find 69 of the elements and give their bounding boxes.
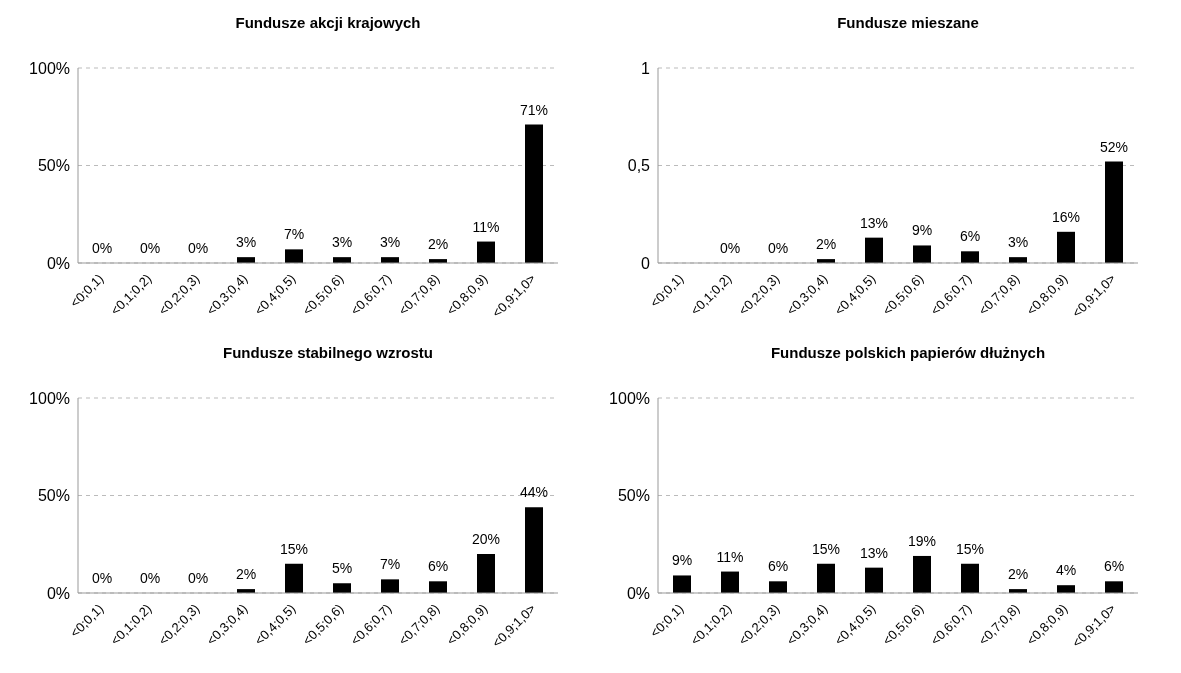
data-label: 6% <box>767 558 789 575</box>
data-label: 0% <box>139 569 161 586</box>
data-label: 15% <box>279 540 309 557</box>
data-label: 0% <box>719 239 741 256</box>
bar <box>913 245 931 263</box>
bar <box>525 124 543 263</box>
data-label: 3% <box>1007 234 1029 251</box>
data-label: 6% <box>427 558 449 575</box>
data-label: 0% <box>187 239 209 256</box>
data-label: 5% <box>331 560 353 577</box>
data-label: 6% <box>959 228 981 245</box>
bar <box>1057 231 1075 263</box>
data-label: 0% <box>187 569 209 586</box>
data-label: 11% <box>716 548 744 565</box>
data-label: 13% <box>859 544 889 561</box>
data-label: 6% <box>1103 558 1125 575</box>
data-label: 19% <box>907 532 937 549</box>
bar <box>285 249 303 263</box>
data-label: 16% <box>1051 208 1081 225</box>
bar <box>429 581 447 593</box>
data-label: 3% <box>379 234 401 251</box>
bar <box>961 251 979 263</box>
data-label: 0% <box>139 239 161 256</box>
bar <box>285 563 303 593</box>
data-label: 3% <box>235 234 257 251</box>
y-tick-label: 0% <box>46 254 70 272</box>
data-label: 2% <box>1007 566 1029 583</box>
data-label: 44% <box>519 484 549 501</box>
data-label: 2% <box>427 236 449 253</box>
data-label: 0% <box>91 569 113 586</box>
data-label: 2% <box>235 566 257 583</box>
bar <box>525 507 543 593</box>
data-label: 71% <box>519 101 549 118</box>
bar <box>381 579 399 593</box>
data-label: 9% <box>671 552 693 569</box>
bar <box>477 241 495 263</box>
chart-title: Fundusze stabilnego wzrostu <box>222 343 434 363</box>
bar <box>333 583 351 593</box>
data-label: 9% <box>911 222 933 239</box>
bar <box>1105 161 1123 263</box>
chart-title: Fundusze mieszane <box>836 13 980 33</box>
data-label: 4% <box>1055 562 1077 579</box>
data-label: 13% <box>859 214 889 231</box>
data-label: 0% <box>91 239 113 256</box>
chart-title: Fundusze polskich papierów dłużnych <box>769 343 1047 363</box>
data-label: 20% <box>471 531 501 547</box>
data-label: 15% <box>955 540 985 557</box>
y-tick-label: 50% <box>617 487 650 505</box>
y-tick-label: 0% <box>626 584 650 602</box>
data-label: 2% <box>815 236 837 253</box>
y-tick-label: 1 <box>641 59 651 77</box>
bar <box>865 237 883 263</box>
y-tick-label: 0,5 <box>627 157 651 175</box>
data-label: 7% <box>283 226 305 243</box>
y-tick-label: 100% <box>609 389 650 407</box>
chart-title: Fundusze akcji krajowych <box>234 13 422 33</box>
y-tick-label: 50% <box>37 157 70 175</box>
data-label: 11% <box>472 218 500 235</box>
data-label: 0% <box>767 239 789 256</box>
y-tick-label: 100% <box>29 389 70 407</box>
y-tick-label: 0 <box>641 254 651 272</box>
data-label: 15% <box>811 540 841 557</box>
data-label: 7% <box>379 556 401 573</box>
y-tick-label: 0% <box>46 584 70 602</box>
y-tick-label: 100% <box>29 59 70 77</box>
data-label: 3% <box>331 234 353 251</box>
y-tick-label: 50% <box>37 487 70 505</box>
data-label: 52% <box>1099 138 1129 155</box>
bar <box>477 554 495 593</box>
